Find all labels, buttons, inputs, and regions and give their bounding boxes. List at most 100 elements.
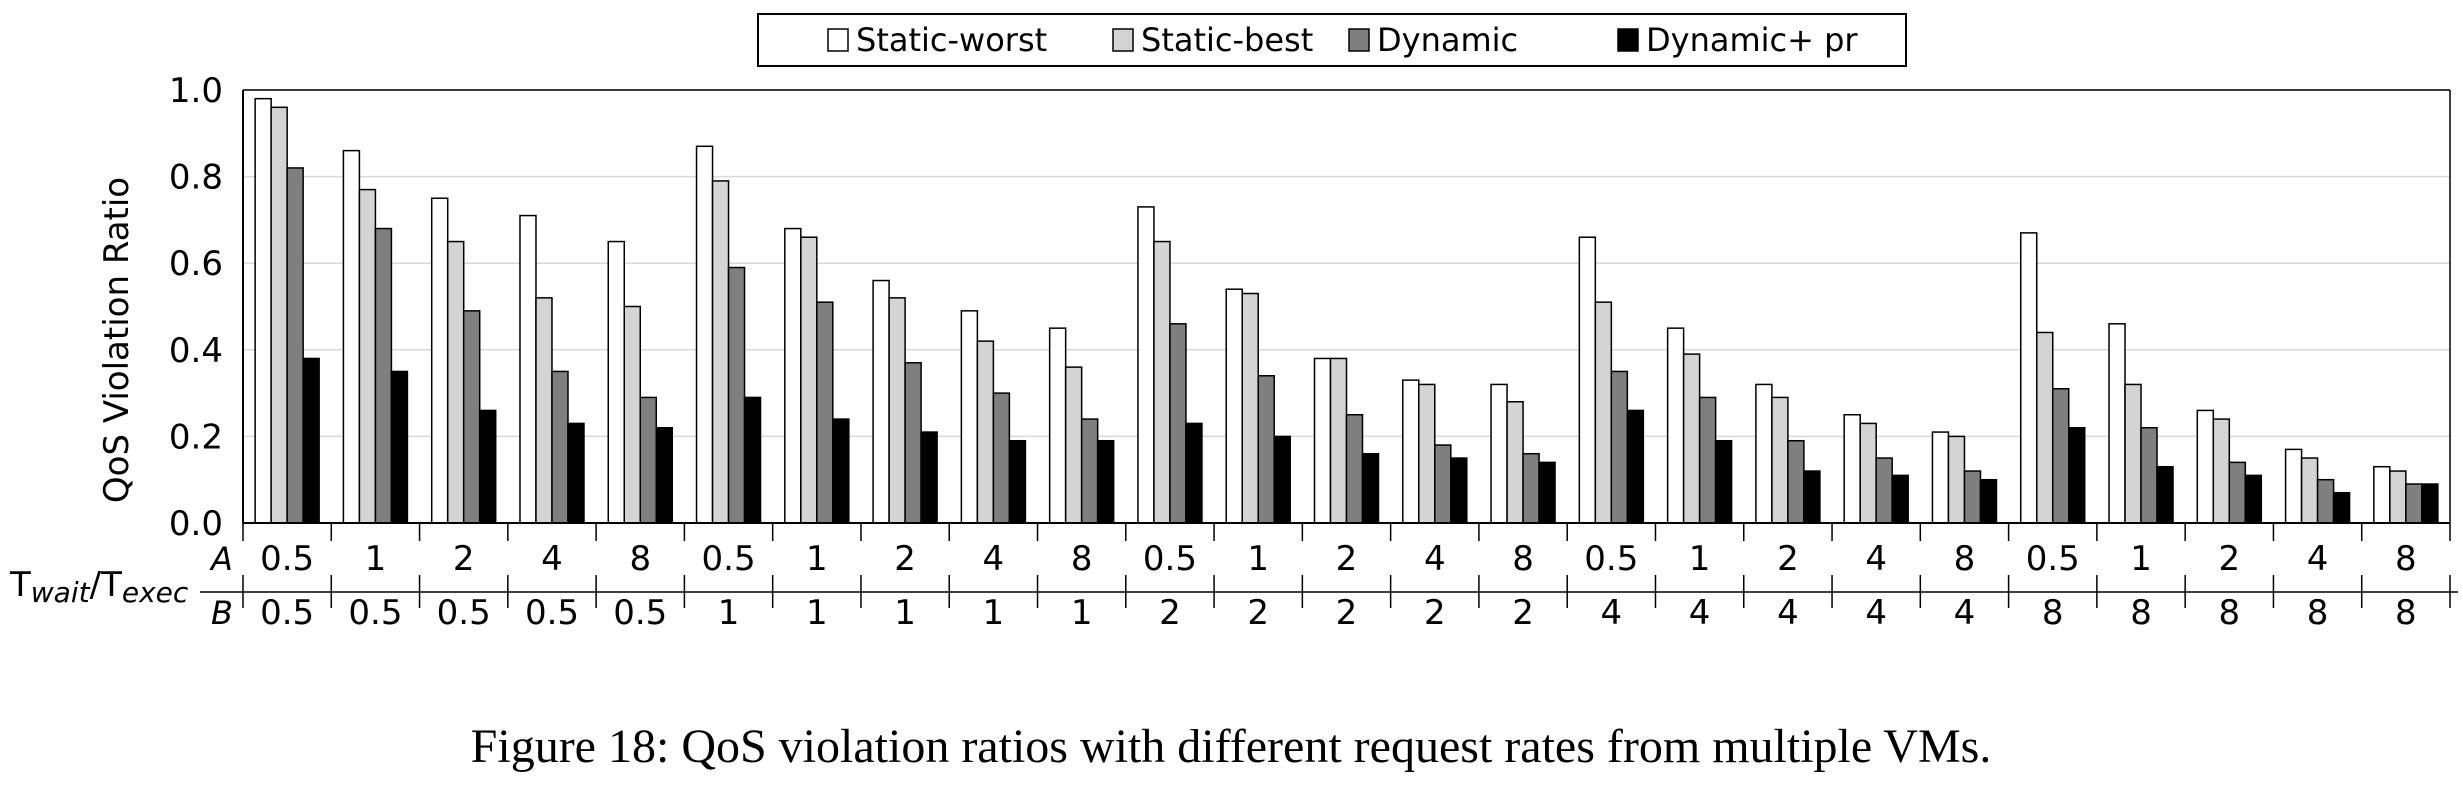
bar-static-best: [711, 180, 730, 524]
bar-static-worst: [1402, 379, 1420, 524]
bar-dynamic-pr: [2156, 465, 2174, 524]
bar-dynamic: [992, 392, 1011, 524]
x-label-a: 4: [2307, 539, 2329, 579]
x-label-b: 0.5: [525, 593, 579, 633]
xlabel-sub-exec: exec: [122, 576, 189, 609]
x-label-a: 2: [2218, 539, 2240, 579]
bar-static-worst: [2019, 232, 2038, 524]
x-label-b: 4: [1601, 593, 1623, 633]
legend-swatch: [1112, 28, 1134, 52]
x-label-a: 2: [453, 539, 475, 579]
x-label-a: 0.5: [702, 539, 756, 579]
bar-static-worst: [254, 97, 272, 524]
bar-dynamic-pr: [1450, 457, 1468, 524]
legend-swatch: [1348, 28, 1370, 52]
bar-static-best: [1947, 435, 1966, 524]
bar-static-worst: [1666, 327, 1685, 524]
bar-static-best: [976, 340, 995, 524]
bar-static-best: [270, 106, 288, 524]
bar-dynamic-pr: [2244, 474, 2263, 524]
bar-dynamic-pr: [478, 409, 497, 524]
x-label-a: 1: [365, 539, 387, 579]
x-label-a: 8: [1512, 539, 1534, 579]
x-label-b: 0.5: [260, 593, 314, 633]
x-label-b: 4: [1777, 593, 1799, 633]
bar-dynamic-pr: [1538, 461, 1556, 524]
bar-static-best: [2300, 457, 2319, 524]
bar-dynamic: [2316, 478, 2335, 524]
x-label-a: 0.5: [260, 539, 314, 579]
y-tick-labels: 0.0 0.2 0.4 0.6 0.8 1.0: [169, 71, 223, 544]
bar-dynamic-pr: [2067, 426, 2086, 524]
bar-static-best: [2035, 331, 2054, 524]
x-label-a: 1: [1247, 539, 1269, 579]
x-label-a: 2: [894, 539, 916, 579]
y-tick-label: 0.4: [169, 331, 223, 371]
x-label-b: 2: [1159, 593, 1181, 633]
bar-dynamic-pr: [1273, 435, 1291, 524]
bar-dynamic-pr: [1714, 439, 1733, 524]
bar-static-best: [1329, 357, 1348, 524]
x-label-a: 4: [1424, 539, 1446, 579]
bar-static-worst: [519, 214, 537, 524]
y-tick-label: 0.6: [169, 244, 223, 284]
x-label-a: 1: [806, 539, 828, 579]
y-axis-label: QoS Violation Ratio: [97, 177, 137, 503]
bar-static-best: [1506, 401, 1524, 524]
bar-dynamic: [1257, 375, 1275, 524]
x-label-b: 4: [1865, 593, 1887, 633]
bar-static-worst: [342, 149, 361, 524]
x-label-b: 0.5: [613, 593, 667, 633]
bar-dynamic-pr: [1803, 470, 1821, 524]
x-label-b: 8: [2307, 593, 2329, 633]
bar-dynamic: [1610, 370, 1629, 524]
bar-dynamic: [1169, 323, 1187, 524]
bar-static-best: [535, 297, 553, 524]
x-label-a: 8: [1071, 539, 1093, 579]
bar-static-worst: [2108, 323, 2126, 524]
bar-static-worst: [1313, 357, 1332, 524]
legend: Static-worst Static-best Dynamic Dynamic+ p…: [757, 13, 1907, 67]
bar-dynamic: [551, 370, 569, 524]
bars: [254, 97, 2439, 524]
bar-dynamic: [2140, 426, 2158, 524]
y-tick-label: 1.0: [169, 71, 223, 111]
xlabel-t2: T: [100, 565, 122, 605]
bar-dynamic: [727, 266, 746, 524]
bar-dynamic-pr: [1626, 409, 1645, 524]
bar-dynamic-pr: [920, 431, 938, 524]
x-axis-label: Twait/Texec: [9, 565, 189, 609]
bar-dynamic: [2405, 483, 2423, 524]
bar-static-worst: [960, 310, 979, 524]
bar-static-best: [1153, 240, 1171, 524]
bar-static-best: [2389, 470, 2407, 524]
bar-dynamic-pr: [1361, 452, 1380, 524]
bar-dynamic-pr: [655, 426, 674, 524]
x-label-a: 4: [541, 539, 563, 579]
bar-static-best: [1682, 353, 1701, 524]
x-label-b: 8: [2218, 593, 2240, 633]
x-label-a: 2: [1777, 539, 1799, 579]
figure-caption: Figure 18: QoS violation ratios with dif…: [471, 720, 1992, 773]
bar-dynamic-pr: [1096, 439, 1115, 524]
x-label-a: 1: [2130, 539, 2152, 579]
bar-dynamic-pr: [390, 370, 409, 524]
x-label-b: 4: [1689, 593, 1711, 633]
x-label-b: 0.5: [348, 593, 402, 633]
x-label-b: 2: [1336, 593, 1358, 633]
bar-static-worst: [1755, 383, 1773, 524]
bar-dynamic: [1345, 414, 1364, 524]
xlabel-sub-wait: wait: [31, 576, 91, 609]
bar-dynamic-pr: [302, 357, 320, 524]
legend-swatch: [1617, 28, 1639, 52]
bar-dynamic: [639, 396, 658, 524]
bar-dynamic: [1522, 452, 1540, 524]
x-label-b: 2: [1247, 593, 1269, 633]
x-label-b: 2: [1512, 593, 1534, 633]
bar-static-worst: [784, 227, 802, 524]
bar-dynamic: [374, 227, 393, 524]
x-label-a: 8: [629, 539, 651, 579]
bar-static-worst: [1578, 236, 1597, 524]
